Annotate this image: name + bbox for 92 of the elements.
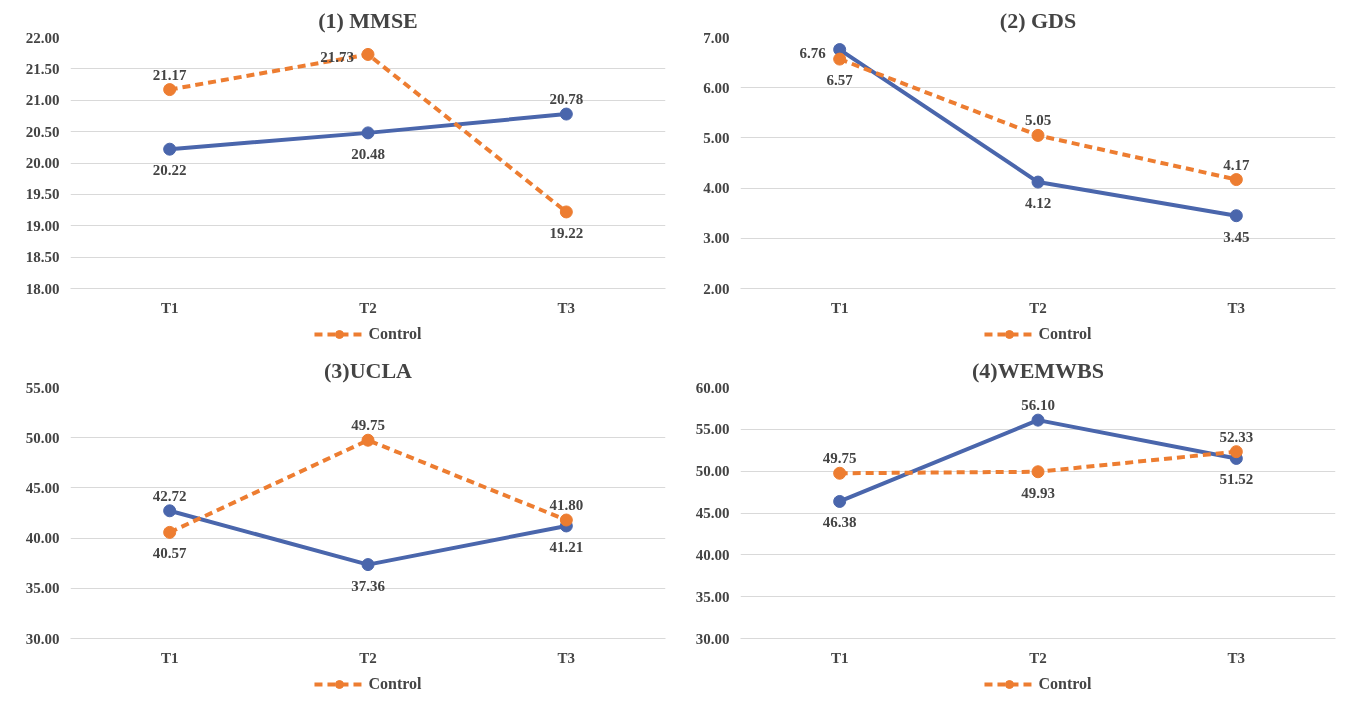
y-tick-label: 30.00 [25,630,60,647]
y-tick-label: 19.00 [25,217,60,234]
y-tick-label: 21.50 [25,60,60,77]
y-tick-label: 7.00 [703,29,730,46]
y-tick-label: 35.00 [25,580,60,597]
point [361,558,375,572]
data-label: 20.22 [152,162,187,179]
data-label: 5.05 [1024,112,1052,129]
x-tick-label: T2 [359,299,377,316]
x-tick-label: T2 [1029,299,1047,316]
y-tick-label: 55.00 [25,379,60,396]
data-label: 49.93 [1021,484,1055,501]
y-tick-label: 19.50 [25,186,60,203]
data-label: 20.78 [549,91,584,108]
point [361,126,375,140]
point [559,107,573,121]
y-tick-label: 35.00 [695,588,730,605]
data-label: 56.10 [1021,397,1055,414]
x-tick-label: T2 [359,649,377,666]
y-tick-label: 40.00 [695,546,730,563]
data-label: 6.76 [799,44,827,61]
legend-label: Control [1038,325,1092,343]
data-label: 51.52 [1219,471,1254,488]
data-label: 6.57 [826,72,854,89]
data-label: 49.75 [351,417,385,434]
x-tick-label: T2 [1029,649,1047,666]
y-tick-label: 20.50 [25,123,60,140]
point [1031,465,1045,479]
data-label: 41.21 [549,538,584,555]
legend-label: Control [1038,675,1092,693]
point [833,52,847,66]
point [559,513,573,527]
x-tick-label: T3 [557,299,576,316]
data-label: 4.12 [1024,195,1052,212]
y-tick-label: 60.00 [695,379,730,396]
data-label: 3.45 [1223,228,1250,245]
point [833,494,847,508]
y-tick-label: 3.00 [703,230,730,247]
chart-title: (2) GDS [999,7,1077,33]
y-tick-label: 50.00 [25,429,60,446]
y-tick-label: 4.00 [703,180,730,197]
legend-label: Control [368,325,422,343]
chart-title: (1) MMSE [318,7,418,33]
y-tick-label: 50.00 [695,463,730,480]
data-label: 20.48 [351,145,385,162]
point [163,525,177,539]
x-tick-label: T3 [1227,299,1246,316]
point [361,47,375,61]
x-tick-label: T1 [160,649,179,666]
point [163,83,177,97]
point [163,504,177,518]
point [559,205,573,219]
point [1031,128,1045,142]
x-tick-label: T1 [830,299,849,316]
y-tick-label: 5.00 [703,129,730,146]
chart-title: (4)WEMWBS [972,357,1104,383]
y-tick-label: 40.00 [25,530,60,547]
data-label: 37.36 [351,577,386,594]
data-label: 19.22 [549,224,584,241]
y-tick-label: 45.00 [25,479,60,496]
legend-label: Control [368,675,422,693]
data-label: 42.72 [152,487,187,504]
data-label: 4.17 [1223,156,1250,173]
y-tick-label: 18.00 [25,280,60,297]
y-tick-label: 30.00 [695,630,730,647]
data-label: 21.17 [152,66,188,83]
point [1229,173,1243,187]
y-tick-label: 6.00 [703,79,730,96]
x-tick-label: T1 [830,649,849,666]
point [1229,209,1243,223]
data-label: 46.38 [822,514,857,531]
point [1031,413,1045,427]
x-tick-label: T1 [160,299,179,316]
point [1031,175,1045,189]
x-tick-label: T3 [557,649,576,666]
chart-title: (3)UCLA [324,357,413,383]
point [833,466,847,480]
data-label: 40.57 [152,545,188,562]
y-tick-label: 18.50 [25,249,60,266]
y-tick-label: 45.00 [695,505,730,521]
point [163,142,177,156]
point [1229,445,1243,459]
y-tick-label: 2.00 [703,280,730,297]
data-label: 49.75 [822,450,857,467]
data-label: 52.33 [1219,428,1254,445]
point [361,433,375,447]
x-tick-label: T3 [1227,649,1246,666]
data-label: 41.80 [549,497,584,514]
y-tick-label: 22.00 [25,29,60,46]
y-tick-label: 21.00 [25,92,60,109]
y-tick-label: 20.00 [25,155,60,171]
y-tick-label: 55.00 [695,421,730,438]
